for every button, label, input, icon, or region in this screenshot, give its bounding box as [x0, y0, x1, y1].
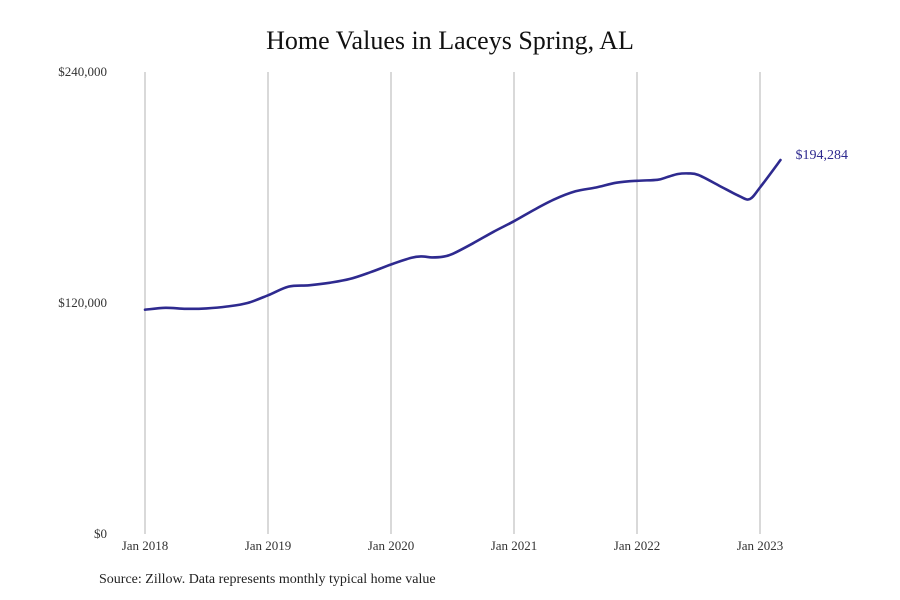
x-tick-label: Jan 2023	[737, 538, 784, 553]
y-tick-label: $0	[94, 526, 107, 541]
x-tick-label: Jan 2019	[245, 538, 292, 553]
y-tick-label: $120,000	[58, 295, 107, 310]
series-line	[143, 158, 782, 311]
x-axis-tick-labels: Jan 2018 Jan 2019 Jan 2020 Jan 2021 Jan 2022…	[122, 538, 784, 553]
gridlines	[144, 72, 761, 534]
x-tick-label: Jan 2020	[368, 538, 415, 553]
x-tick-label: Jan 2022	[614, 538, 661, 553]
source-note: Source: Zillow. Data represents monthly …	[99, 572, 436, 587]
y-axis-tick-labels: $0 $120,000 $240,000	[58, 64, 107, 541]
chart-title: Home Values in Laceys Spring, AL	[266, 26, 634, 55]
end-value-label: $194,284	[796, 148, 849, 163]
x-tick-label: Jan 2021	[491, 538, 538, 553]
x-tick-label: Jan 2018	[122, 538, 169, 553]
y-tick-label: $240,000	[58, 64, 107, 79]
